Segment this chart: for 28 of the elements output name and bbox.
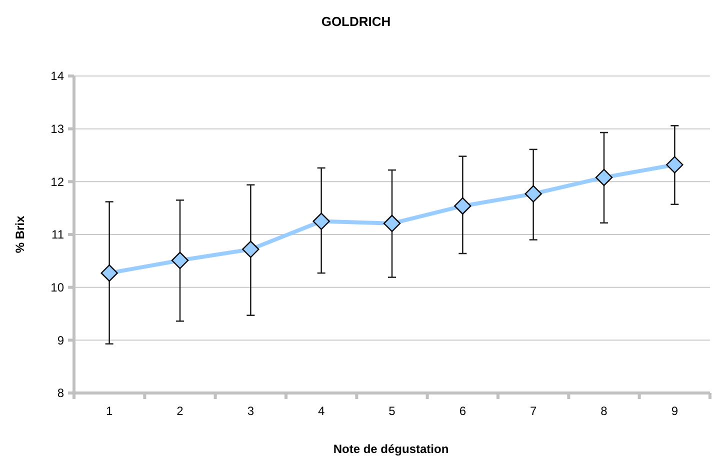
x-tick-label: 7	[530, 404, 537, 418]
point	[666, 156, 684, 174]
point	[242, 240, 260, 258]
x-tick-label: 5	[388, 404, 396, 418]
x-tick-label: 2	[176, 404, 184, 418]
y-tick-label: 11	[52, 228, 64, 242]
y-axis-title: % Brix	[13, 216, 27, 254]
point	[312, 212, 330, 230]
y-tick-label: 13	[50, 122, 64, 136]
x-tick-label: 3	[247, 404, 254, 418]
chart-title: GOLDRICH	[321, 14, 391, 29]
point	[100, 264, 118, 282]
x-tick-label: 1	[106, 404, 113, 418]
point	[383, 214, 401, 232]
point	[595, 168, 613, 186]
x-tick-label: 8	[600, 404, 608, 418]
x-tick-label: 6	[459, 404, 466, 418]
point	[454, 197, 472, 215]
y-tick-label: 9	[57, 333, 64, 348]
point	[171, 252, 189, 269]
x-tick-label: 4	[318, 404, 325, 418]
y-tick-label: 8	[57, 386, 64, 400]
y-tick-label: 10	[50, 280, 64, 295]
x-axis-title: Note de dégustation	[333, 442, 449, 456]
point	[524, 185, 542, 202]
x-tick-label: 9	[671, 404, 678, 418]
y-tick-label: 14	[50, 69, 64, 84]
y-tick-label: 12	[50, 174, 64, 189]
